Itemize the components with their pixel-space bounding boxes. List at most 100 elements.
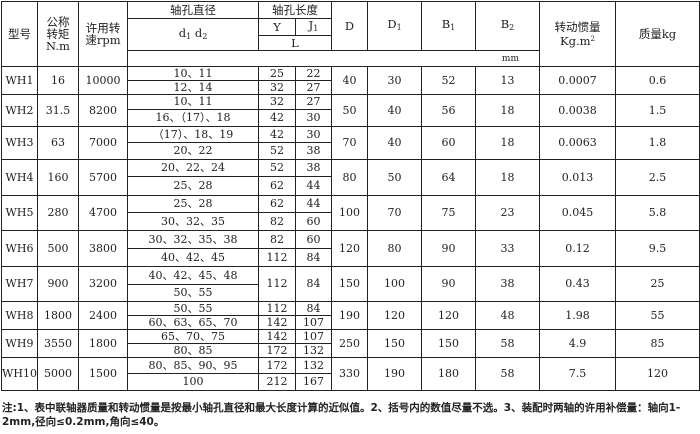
cell-bore-diameter: 16、（17）、18 [127,109,259,127]
cell-mass: 5.8 [615,195,700,231]
cell-J1: 30 [295,109,332,127]
cell-inertia: 0.013 [539,159,616,196]
header-model: 型号 [1,1,38,67]
cell-speed: 3200 [78,266,128,302]
cell-Y: 142 [258,315,296,330]
cell-B2: 58 [475,357,540,391]
coupling-spec-table: 型号 公称 转矩 N.m 许用转 速rpm 轴孔直径 轴孔长度 D D1 B1 B2 … [1,1,700,391]
table-subrow: 16、（17）、18 42 30 [2,109,700,127]
cell-speed: 1500 [78,357,128,391]
table-subrow: 100 212 167 [2,373,700,391]
cell-J1: 84 [295,266,332,302]
cell-torque: 280 [37,195,79,231]
cell-bore-diameter: 10、11 [127,94,259,110]
cell-inertia: 4.9 [539,329,616,358]
cell-bore-diameter: 30、32、35、38 [127,230,259,249]
table-subrow: 30、32、35 82 60 [2,212,700,231]
table-subrow: 25、28 62 44 [2,176,700,196]
cell-Y: 82 [258,230,296,249]
cell-mass: 9.5 [615,230,700,267]
cell-bore-diameter: 20、22 [127,142,259,160]
cell-B2: 58 [475,329,540,358]
header-B1: B1 [421,1,476,51]
header-speed: 许用转 速rpm [78,1,128,67]
cell-torque: 3550 [37,329,79,358]
cell-torque: 31.5 [37,94,79,127]
cell-mass: 1.8 [615,126,700,160]
cell-B2: 23 [475,195,540,231]
cell-model: WH6 [1,230,38,267]
cell-mass: 85 [615,329,700,358]
cell-torque: 500 [37,230,79,267]
header-inertia: 转动惯量 Kg.m2 [539,1,616,67]
cell-speed: 5700 [78,159,128,196]
cell-Y: 62 [258,195,296,213]
cell-D: 120 [331,230,368,267]
table-row: WH3 63 7000 （17）、18、19 42 30 70 40 60 18 0.0063 1.8 [1,126,700,160]
cell-bore-diameter: 10、11 [127,66,259,81]
cell-J1: 38 [295,142,332,160]
table-row: WH2 31.5 8200 10、11 32 27 50 40 56 18 0.0038 1.5 [1,94,700,127]
cell-mass: 2.5 [615,159,700,196]
cell-B1: 75 [421,195,476,231]
cell-J1: 44 [295,195,332,213]
cell-model: WH7 [1,266,38,302]
cell-D1: 70 [367,195,422,231]
cell-Y: 112 [258,266,296,302]
cell-J1: 132 [295,343,332,358]
cell-J1: 22 [295,66,332,81]
cell-Y: 42 [258,109,296,127]
cell-bore-diameter: 50、55 [127,301,259,316]
cell-D1: 190 [367,357,422,391]
cell-B1: 150 [421,329,476,358]
cell-D: 80 [331,159,368,196]
table-row: WH6 500 3800 30、32、35、38 82 60 120 80 90 33 0.12 9.… [1,230,700,267]
cell-B1: 180 [421,357,476,391]
header-L: L [258,35,332,51]
cell-bore-diameter: 40、42、45 [127,248,259,267]
cell-speed: 4700 [78,195,128,231]
cell-mass: 25 [615,266,700,302]
header-speed-line: 许用转 [85,21,121,35]
cell-B2: 38 [475,266,540,302]
cell-Y: 52 [258,159,296,177]
header-D1: D1 [367,1,422,51]
table-row: WH10 5000 1500 80、85、90、95 172 132 330 190 180 58… [1,357,700,391]
cell-D1: 50 [367,159,422,196]
cell-torque: 63 [37,126,79,160]
cell-Y: 42 [258,126,296,143]
cell-J1: 84 [295,301,332,316]
header-B2: B2 [475,1,540,51]
cell-D1: 40 [367,94,422,127]
cell-J1: 60 [295,230,332,249]
cell-J1: 60 [295,212,332,231]
cell-bore-diameter: 12、14 [127,80,259,95]
header-torque-line: 转矩 [46,27,70,41]
cell-bore-diameter: 40、42、45、48 [127,266,259,285]
cell-torque: 160 [37,159,79,196]
cell-speed: 1800 [78,329,128,358]
table-subrow: 20、22 52 38 [2,142,700,160]
cell-model: WH4 [1,159,38,196]
cell-inertia: 1.98 [539,301,616,330]
cell-Y: 25 [258,66,296,81]
cell-D: 70 [331,126,368,160]
cell-bore-diameter: 50、55 [127,284,259,302]
cell-Y: 62 [258,176,296,196]
cell-B2: 18 [475,94,540,127]
cell-B1: 64 [421,159,476,196]
cell-Y: 32 [258,94,296,110]
cell-Y: 82 [258,212,296,231]
cell-model: WH3 [1,126,38,160]
cell-D1: 150 [367,329,422,358]
cell-D1: 120 [367,301,422,330]
cell-D1: 40 [367,126,422,160]
cell-D: 190 [331,301,368,330]
cell-bore-diameter: 65、70、75 [127,329,259,344]
cell-Y: 52 [258,142,296,160]
cell-bore-diameter: 80、85 [127,343,259,358]
cell-model: WH2 [1,94,38,127]
header-Y: Y [258,18,296,36]
cell-B1: 120 [421,301,476,330]
cell-B1: 56 [421,94,476,127]
